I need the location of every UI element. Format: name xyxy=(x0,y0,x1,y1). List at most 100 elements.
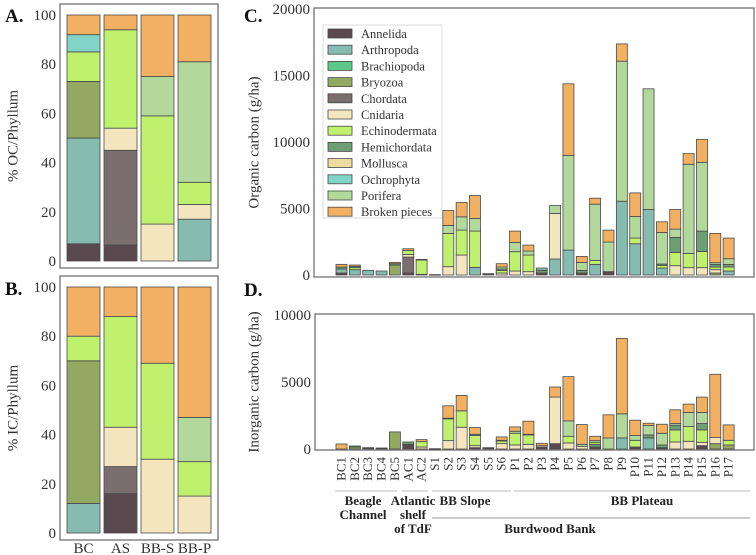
y-tick-label: 10000 xyxy=(273,135,311,151)
bar-segment-porifera xyxy=(509,242,521,253)
bar-segment-porifera xyxy=(140,76,175,117)
y-tick-label: 20 xyxy=(41,205,56,221)
x-tick-label: P13 xyxy=(667,457,682,477)
bar-segment-echinodermata xyxy=(140,362,175,460)
bar-ac1 xyxy=(402,441,415,450)
bar-segment-cnidaria xyxy=(509,270,521,276)
panel-label: D. xyxy=(244,280,262,301)
bar-segment-broken-pieces xyxy=(615,338,628,415)
bar-segment-echinodermata xyxy=(140,115,175,225)
bar-s6 xyxy=(495,263,508,276)
legend-label: Mollusca xyxy=(361,157,408,171)
bar-segment-echinodermata xyxy=(469,230,481,268)
bar-segment-arthropoda xyxy=(629,243,642,276)
bar-bc4 xyxy=(375,270,388,276)
bar-segment-annelida xyxy=(602,271,615,276)
y-tick-label: 15000 xyxy=(273,69,311,85)
bar-bb-p xyxy=(177,286,212,534)
bar-segment-porifera xyxy=(442,225,455,234)
x-tick-label: BB-P xyxy=(178,541,211,555)
bar-s2 xyxy=(442,210,455,276)
bar-segment-echinodermata xyxy=(629,439,642,448)
y-axis-label: % OC/Phyllum xyxy=(5,90,21,182)
group-label-burdwood-bank: Burdwood Bank xyxy=(504,521,596,536)
bar-segment-annelida xyxy=(375,447,388,450)
bar-segment-echinodermata xyxy=(103,316,138,428)
bar-segment-annelida xyxy=(103,493,138,534)
bar-ac2 xyxy=(415,439,428,450)
bar-p2 xyxy=(522,244,535,276)
bar-segment-annelida xyxy=(549,443,561,450)
bar-segment-porifera xyxy=(575,261,588,271)
y-tick-label: 100 xyxy=(34,8,57,24)
bar-segment-cnidaria xyxy=(103,127,138,151)
legend-item-cnidaria: Cnidaria xyxy=(327,108,404,122)
plot-frame xyxy=(59,275,219,541)
bar-bc1 xyxy=(335,443,348,450)
bar-segment-porifera xyxy=(602,241,615,273)
bar-segment-annelida xyxy=(482,447,495,450)
y-tick-label: 20 xyxy=(41,477,56,493)
y-tick-label: 0 xyxy=(304,442,312,458)
bar-segment-annelida xyxy=(66,243,101,262)
legend-label: Ochrophyta xyxy=(361,173,420,187)
bar-segment-porifera xyxy=(642,88,655,210)
bar-segment-broken-pieces xyxy=(66,286,101,337)
bar-segment-broken-pieces xyxy=(509,426,521,432)
bar-segment-broken-pieces xyxy=(455,202,468,218)
bar-segment-porifera xyxy=(722,258,735,265)
bar-segment-broken-pieces xyxy=(402,248,415,251)
bar-segment-hemichordata xyxy=(589,443,602,448)
y-tick-label: 40 xyxy=(41,156,56,172)
bar-segment-echinodermata xyxy=(442,233,455,268)
bar-segment-broken-pieces xyxy=(177,286,212,418)
bar-p9 xyxy=(615,338,628,450)
bar-segment-porifera xyxy=(589,203,602,261)
legend-swatch xyxy=(327,61,353,71)
bar-segment-cnidaria xyxy=(140,223,175,262)
bar-segment-annelida xyxy=(429,448,441,450)
bar-segment-annelida xyxy=(402,443,415,450)
legend-item-ochrophyta: Ochrophyta xyxy=(327,173,420,187)
bar-p16 xyxy=(709,373,722,450)
bar-segment-cnidaria xyxy=(455,426,468,450)
x-tick-label: S3 xyxy=(454,457,469,471)
bar-segment-annelida xyxy=(429,274,441,276)
y-tick-label: 60 xyxy=(41,378,56,394)
bar-segment-porifera xyxy=(469,218,481,232)
legend-item-chordata: Chordata xyxy=(327,92,407,106)
legend-label: Hemichordata xyxy=(361,140,432,154)
bar-segment-bryozoa xyxy=(66,360,101,504)
bar-segment-porifera xyxy=(177,416,212,463)
plot-frame xyxy=(314,313,755,451)
bar-segment-echinodermata xyxy=(66,51,101,82)
bar-segment-broken-pieces xyxy=(495,263,508,268)
bar-bc5 xyxy=(388,431,401,450)
legend-swatch xyxy=(327,44,353,55)
bar-p9 xyxy=(615,43,628,276)
bar-segment-annelida xyxy=(103,244,138,262)
bar-segment-hemichordata xyxy=(348,445,361,448)
group-label-beagle-2: Channel xyxy=(340,507,387,522)
bar-segment-cnidaria xyxy=(442,440,455,450)
x-tick-label: P7 xyxy=(587,457,602,471)
bar-segment-arthropoda xyxy=(335,268,348,274)
bar-segment-porifera xyxy=(656,232,668,265)
bar-segment-cnidaria xyxy=(682,267,695,276)
bar-segment-cnidaria xyxy=(522,271,535,276)
bar-segment-cnidaria xyxy=(549,396,561,445)
x-tick-label: P15 xyxy=(694,457,709,477)
bar-segment-echinodermata xyxy=(722,266,735,272)
legend-swatch xyxy=(327,206,353,217)
bar-segment-porifera xyxy=(562,420,575,437)
bar-segment-echinodermata xyxy=(66,335,101,362)
y-axis-label: Inorganic carbon (g/ha) xyxy=(246,311,262,452)
bar-segment-cnidaria xyxy=(549,213,561,260)
bar-segment-hemichordata xyxy=(642,434,655,439)
x-tick-label: P6 xyxy=(574,457,589,471)
bar-segment-broken-pieces xyxy=(140,286,175,364)
legend: Annelida Arthropoda Brachiopoda Bryozoa Chor… xyxy=(322,24,443,219)
bar-segment-arthropoda xyxy=(589,263,602,276)
bar-p5 xyxy=(562,83,575,276)
